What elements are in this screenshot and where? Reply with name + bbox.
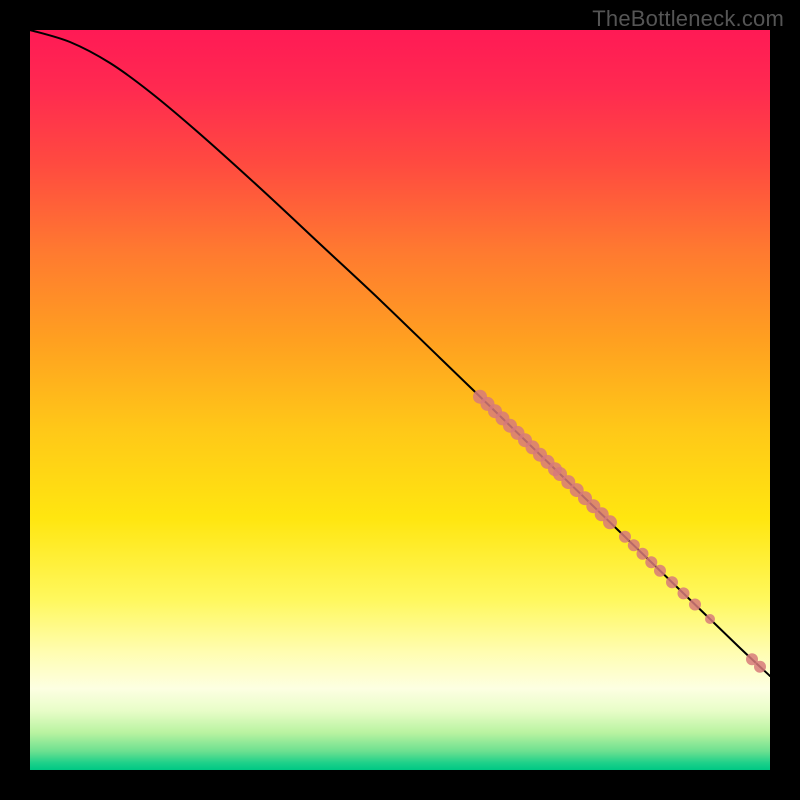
plot-background <box>30 30 770 770</box>
gradient-chart <box>0 0 800 800</box>
data-point <box>654 565 666 577</box>
data-point <box>705 614 715 624</box>
data-point <box>689 599 701 611</box>
data-point <box>678 587 690 599</box>
data-point <box>754 661 766 673</box>
data-point <box>645 556 657 568</box>
data-point <box>603 515 617 529</box>
data-point <box>619 531 631 543</box>
chart-container: { "watermark": "TheBottleneck.com", "can… <box>0 0 800 800</box>
watermark-label: TheBottleneck.com <box>592 6 784 32</box>
data-point <box>628 539 640 551</box>
data-point <box>637 548 649 560</box>
data-point <box>666 576 678 588</box>
